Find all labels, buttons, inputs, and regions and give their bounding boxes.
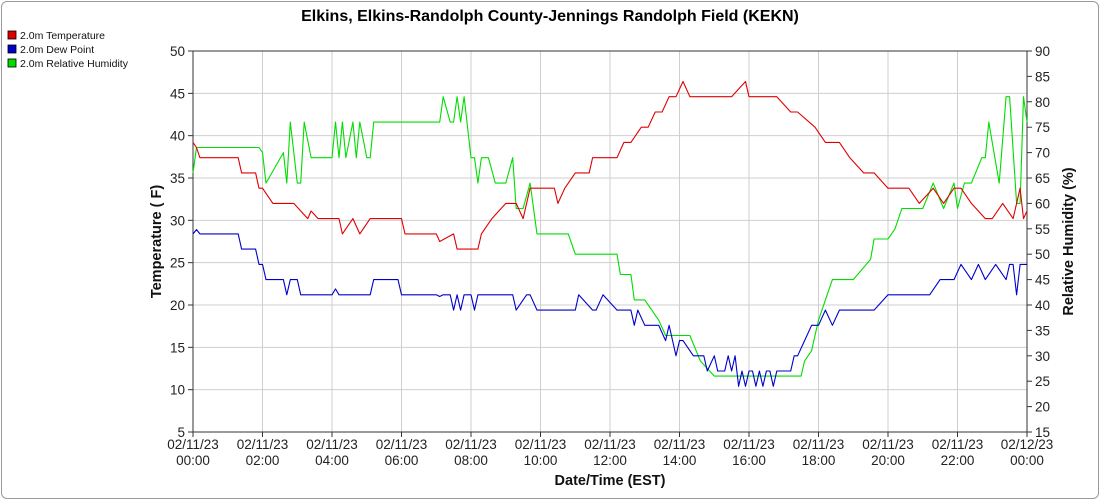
y2-tick-label: 80 xyxy=(1035,95,1050,110)
series-line-2-0m-relative-humidity xyxy=(192,96,1028,377)
x-tick-date: 02/11/23 xyxy=(237,437,289,452)
x-tick-date: 02/11/23 xyxy=(654,437,706,452)
x-tick-time: 00:00 xyxy=(176,453,210,468)
x-tick-date: 02/11/23 xyxy=(584,437,636,452)
y-tick-label: 15 xyxy=(170,340,185,355)
y-tick-label: 20 xyxy=(170,298,185,313)
x-tick-time: 10:00 xyxy=(524,453,558,468)
y-axis-left-ticks: 5 10 15 20 25 30 35 40 45 50 xyxy=(170,44,193,440)
legend: 2.0m Temperature 2.0m Dew Point 2.0m Relat… xyxy=(7,30,129,70)
legend-swatch xyxy=(7,44,17,54)
y2-tick-label: 40 xyxy=(1035,298,1050,313)
y2-tick-label: 75 xyxy=(1035,120,1050,135)
series-line-2-0m-temperature xyxy=(192,80,1028,250)
y-tick-label: 50 xyxy=(170,44,185,59)
x-tick-time: 18:00 xyxy=(802,453,836,468)
y2-tick-label: 65 xyxy=(1035,171,1050,186)
x-tick-date: 02/11/23 xyxy=(862,437,914,452)
y-tick-label: 30 xyxy=(170,213,185,228)
x-tick-time: 20:00 xyxy=(871,453,905,468)
y-tick-label: 25 xyxy=(170,256,185,271)
x-tick-time: 14:00 xyxy=(663,453,697,468)
x-tick-time: 04:00 xyxy=(315,453,349,468)
grid-lines xyxy=(192,50,1028,433)
y2-axis-label: Relative Humidity (%) xyxy=(1061,167,1077,315)
legend-label: 2.0m Relative Humidity xyxy=(20,58,129,70)
y2-tick-label: 55 xyxy=(1035,222,1050,237)
y2-tick-label: 60 xyxy=(1035,196,1050,211)
y-tick-label: 10 xyxy=(170,383,185,398)
y2-tick-label: 15 xyxy=(1035,425,1050,440)
y2-tick-label: 90 xyxy=(1035,44,1050,59)
y2-tick-label: 45 xyxy=(1035,273,1050,288)
x-tick-time: 06:00 xyxy=(385,453,419,468)
x-tick-date: 02/11/23 xyxy=(515,437,567,452)
x-tick-time: 22:00 xyxy=(941,453,975,468)
y-axis-label: Temperature ( F) xyxy=(149,185,165,299)
y-tick-label: 45 xyxy=(170,86,185,101)
series-lines xyxy=(192,80,1028,387)
x-tick-date: 02/11/23 xyxy=(793,437,845,452)
x-tick-time: 12:00 xyxy=(593,453,627,468)
chart-title: Elkins, Elkins-Randolph County-Jennings … xyxy=(301,8,799,25)
y-tick-label: 40 xyxy=(170,129,185,144)
series-line-2-0m-dew-point xyxy=(192,229,1027,387)
y2-tick-label: 35 xyxy=(1035,323,1050,338)
x-tick-date: 02/11/23 xyxy=(445,437,497,452)
x-axis-ticks: 02/11/2300:0002/11/2302:0002/11/2304:000… xyxy=(167,432,1053,468)
x-tick-date: 02/11/23 xyxy=(376,437,428,452)
y2-tick-label: 20 xyxy=(1035,400,1050,415)
x-tick-time: 08:00 xyxy=(454,453,488,468)
y2-tick-label: 30 xyxy=(1035,349,1050,364)
x-tick-time: 16:00 xyxy=(732,453,766,468)
x-tick-date: 02/11/23 xyxy=(723,437,775,452)
x-tick-date: 02/11/23 xyxy=(167,437,219,452)
legend-label: 2.0m Dew Point xyxy=(20,44,94,56)
legend-label: 2.0m Temperature xyxy=(20,30,105,42)
x-tick-time: 02:00 xyxy=(246,453,280,468)
x-tick-date: 02/11/23 xyxy=(306,437,358,452)
y2-tick-label: 85 xyxy=(1035,69,1050,84)
x-tick-date: 02/12/23 xyxy=(1001,437,1054,452)
y2-tick-label: 25 xyxy=(1035,374,1050,389)
x-axis-label: Date/Time (EST) xyxy=(555,473,666,489)
legend-swatch xyxy=(7,30,17,40)
x-tick-date: 02/11/23 xyxy=(932,437,984,452)
y-axis-right-ticks: 15 20 25 30 35 40 45 50 55 60 65 70 75 80 85 90 xyxy=(1027,44,1050,440)
y-tick-label: 35 xyxy=(170,171,185,186)
y-tick-label: 5 xyxy=(177,425,185,440)
y2-tick-label: 70 xyxy=(1035,146,1050,161)
legend-swatch xyxy=(7,58,17,68)
x-tick-time: 00:00 xyxy=(1010,453,1044,468)
y2-tick-label: 50 xyxy=(1035,247,1050,262)
